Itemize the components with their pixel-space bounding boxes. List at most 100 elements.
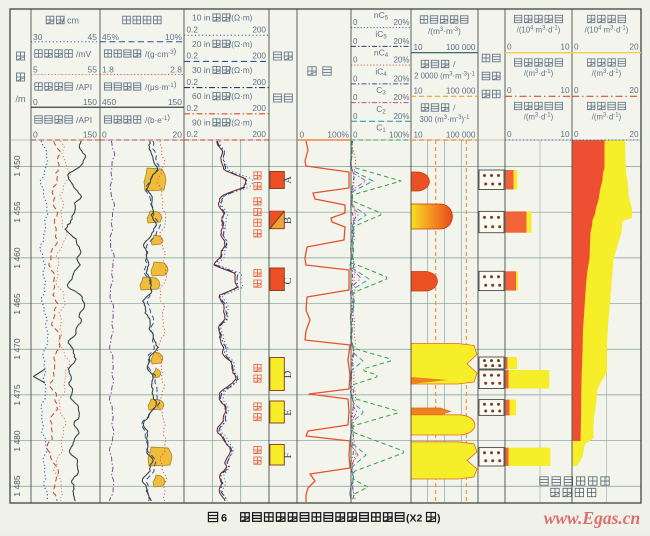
svg-text:10: 10 xyxy=(414,43,424,52)
svg-text:/(m3·d-1): /(m3·d-1) xyxy=(524,113,554,122)
svg-text:/(m3·m-3): /(m3·m-3) xyxy=(428,27,461,36)
svg-text:0.2: 0.2 xyxy=(187,130,199,139)
svg-text:45%: 45% xyxy=(102,32,119,42)
svg-text:/(m3·d-1): /(m3·d-1) xyxy=(592,69,622,78)
svg-text:200: 200 xyxy=(252,25,266,34)
svg-text:200: 200 xyxy=(252,104,266,113)
svg-text:20%: 20% xyxy=(393,112,409,121)
svg-text:20: 20 xyxy=(629,43,639,52)
svg-text:1.8: 1.8 xyxy=(102,65,114,75)
svg-text:/(104 m3·d-1): /(104 m3·d-1) xyxy=(517,26,561,35)
svg-text:20%: 20% xyxy=(393,93,409,102)
svg-text:300 (m3·m-3)-1: 300 (m3·m-3)-1 xyxy=(419,115,470,124)
svg-text:2.8: 2.8 xyxy=(170,65,182,75)
svg-text:/ cm: / cm xyxy=(62,16,79,26)
svg-text:/API: /API xyxy=(76,115,92,125)
svg-text:iC4: iC4 xyxy=(375,66,387,78)
svg-text:0.2: 0.2 xyxy=(187,52,199,61)
svg-text:/mV: /mV xyxy=(76,49,91,59)
svg-text:0.2: 0.2 xyxy=(187,78,199,87)
svg-text:30: 30 xyxy=(33,32,43,42)
svg-text:45: 45 xyxy=(88,32,98,42)
svg-text:0: 0 xyxy=(353,37,358,46)
svg-text:100%: 100% xyxy=(327,130,349,140)
svg-text:100 000: 100 000 xyxy=(446,43,476,52)
svg-text:450: 450 xyxy=(102,97,116,107)
svg-text:/(104 m3·d-1): /(104 m3·d-1) xyxy=(585,26,629,35)
svg-text:0: 0 xyxy=(574,130,579,139)
svg-text:1 465: 1 465 xyxy=(12,293,22,315)
svg-text:A: A xyxy=(283,176,294,184)
svg-text:150: 150 xyxy=(83,97,97,107)
svg-text:20: 20 xyxy=(173,130,183,140)
svg-text:20 in: 20 in xyxy=(192,39,211,49)
svg-text:C3: C3 xyxy=(376,85,386,97)
svg-text:C2: C2 xyxy=(376,104,386,116)
svg-text:200: 200 xyxy=(252,78,266,87)
svg-text:0: 0 xyxy=(33,97,38,107)
svg-text:C1: C1 xyxy=(376,123,386,135)
svg-text:55: 55 xyxy=(88,65,98,75)
svg-text:/(Ω·m): /(Ω·m) xyxy=(229,66,253,75)
svg-text:/(Ω·m): /(Ω·m) xyxy=(229,40,253,49)
svg-text:/(m3·d-1): /(m3·d-1) xyxy=(524,69,554,78)
svg-text:30 in: 30 in xyxy=(192,65,211,75)
svg-text:/: / xyxy=(453,103,456,113)
svg-text:10: 10 xyxy=(414,87,424,96)
svg-text:www.Egas.cn: www.Egas.cn xyxy=(544,508,641,528)
svg-text:1 450: 1 450 xyxy=(12,155,22,177)
svg-text:1 480: 1 480 xyxy=(12,430,22,452)
svg-text:20%: 20% xyxy=(393,56,409,65)
svg-text:150: 150 xyxy=(83,130,97,140)
svg-text:0.2: 0.2 xyxy=(187,25,199,34)
svg-text:5: 5 xyxy=(33,65,38,75)
svg-text:1 455: 1 455 xyxy=(12,201,22,223)
svg-text:0: 0 xyxy=(353,93,358,102)
svg-text:/(Ω·m): /(Ω·m) xyxy=(229,92,253,101)
svg-text:10: 10 xyxy=(414,131,424,140)
svg-text:20: 20 xyxy=(629,86,639,95)
svg-text:0: 0 xyxy=(353,112,358,121)
svg-text:2 0000 (m3·m-3)-1: 2 0000 (m3·m-3)-1 xyxy=(414,72,475,81)
svg-text:10: 10 xyxy=(560,43,570,52)
svg-text:): ) xyxy=(437,513,441,525)
svg-text:10: 10 xyxy=(560,86,570,95)
svg-text:100 000: 100 000 xyxy=(446,87,476,96)
svg-text:20: 20 xyxy=(629,130,639,139)
svg-text:iC5: iC5 xyxy=(375,29,387,41)
svg-text:1 460: 1 460 xyxy=(12,247,22,269)
svg-text:nC4: nC4 xyxy=(374,48,389,60)
svg-text:6: 6 xyxy=(221,513,227,525)
svg-text:10: 10 xyxy=(560,130,570,139)
svg-text:E: E xyxy=(283,409,294,415)
svg-text:0: 0 xyxy=(353,74,358,83)
svg-text:100%: 100% xyxy=(389,131,409,140)
svg-text:0: 0 xyxy=(300,130,305,140)
svg-text:0: 0 xyxy=(507,86,512,95)
svg-text:0.2: 0.2 xyxy=(187,104,199,113)
svg-text:100 000: 100 000 xyxy=(446,131,476,140)
svg-text:1 470: 1 470 xyxy=(12,338,22,360)
svg-text:/(Ω·m): /(Ω·m) xyxy=(229,118,253,127)
svg-text:1 485: 1 485 xyxy=(12,475,22,497)
svg-text:10 in: 10 in xyxy=(192,13,211,23)
svg-text:20%: 20% xyxy=(393,37,409,46)
svg-text:/API: /API xyxy=(76,82,92,92)
svg-text:/: / xyxy=(453,59,456,69)
svg-text:/(m3·d-1): /(m3·d-1) xyxy=(592,113,622,122)
svg-text:0: 0 xyxy=(574,43,579,52)
svg-text:20%: 20% xyxy=(393,18,409,27)
svg-text:0: 0 xyxy=(574,86,579,95)
svg-text:150: 150 xyxy=(168,97,182,107)
svg-text:0: 0 xyxy=(353,56,358,65)
svg-text:200: 200 xyxy=(252,52,266,61)
svg-text:B: B xyxy=(283,217,294,224)
svg-text:0: 0 xyxy=(353,18,358,27)
svg-text:200: 200 xyxy=(252,130,266,139)
svg-text:60 in: 60 in xyxy=(192,91,211,101)
svg-text:D: D xyxy=(283,370,294,378)
svg-text:0: 0 xyxy=(507,43,512,52)
svg-text:0: 0 xyxy=(102,130,107,140)
svg-text:0: 0 xyxy=(507,130,512,139)
svg-text:90 in: 90 in xyxy=(192,117,211,127)
